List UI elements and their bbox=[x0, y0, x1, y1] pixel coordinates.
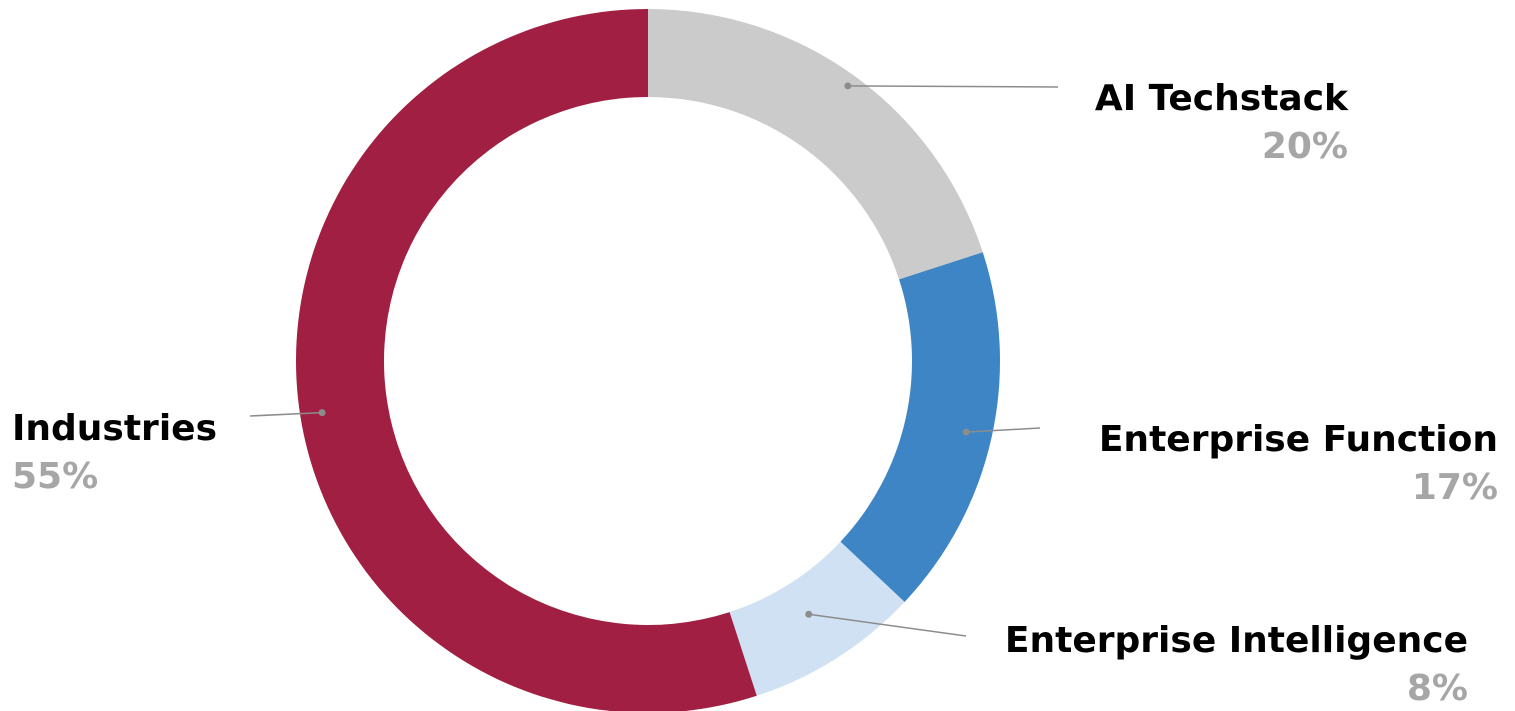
leader-line-industries bbox=[249, 411, 323, 417]
leader-dot-enterprise-intelligence bbox=[805, 610, 813, 618]
slice-value-industries: 55% bbox=[12, 456, 98, 497]
slice-enterprise-intelligence bbox=[729, 541, 905, 696]
slice-industries bbox=[296, 9, 757, 711]
leader-dot-ai-techstack bbox=[844, 82, 852, 90]
slice-value-enterprise-function: 17% bbox=[1412, 467, 1498, 508]
leader-line-enterprise-intelligence bbox=[808, 613, 967, 637]
slice-labels: AI Techstack 20% Enterprise Function 17% Ent… bbox=[12, 78, 1498, 709]
slice-value-ai-techstack: 20% bbox=[1262, 126, 1348, 167]
leader-line-enterprise-function bbox=[966, 427, 1041, 433]
leader-line-ai-techstack bbox=[847, 85, 1059, 88]
leader-lines bbox=[249, 82, 1059, 637]
donut-slices bbox=[296, 9, 1001, 711]
slice-enterprise-function bbox=[840, 252, 1001, 602]
slice-label-industries: Industries bbox=[12, 408, 217, 449]
leader-dot-enterprise-function bbox=[962, 428, 970, 436]
slice-label-enterprise-intelligence: Enterprise Intelligence bbox=[1005, 620, 1468, 661]
leader-dot-industries bbox=[318, 409, 326, 417]
slice-ai-techstack bbox=[648, 9, 983, 280]
slice-value-enterprise-intelligence: 8% bbox=[1407, 668, 1468, 709]
slice-label-ai-techstack: AI Techstack bbox=[1095, 78, 1349, 119]
slice-label-enterprise-function: Enterprise Function bbox=[1099, 419, 1498, 460]
